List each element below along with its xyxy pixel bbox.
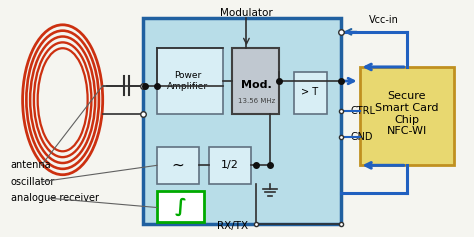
Text: Modulator: Modulator <box>220 9 273 18</box>
Text: 1/2: 1/2 <box>221 160 239 170</box>
Text: > T: > T <box>301 87 319 96</box>
FancyBboxPatch shape <box>359 67 454 165</box>
Text: analogue receiver: analogue receiver <box>11 193 99 203</box>
FancyBboxPatch shape <box>157 147 199 184</box>
FancyBboxPatch shape <box>293 72 327 114</box>
FancyBboxPatch shape <box>157 191 204 222</box>
Text: RX/TX: RX/TX <box>217 221 248 231</box>
Text: antenna: antenna <box>11 160 52 170</box>
Text: oscillator: oscillator <box>11 177 55 187</box>
FancyBboxPatch shape <box>143 18 341 224</box>
Text: ∫: ∫ <box>174 197 186 216</box>
Text: Mod.: Mod. <box>241 80 272 90</box>
FancyBboxPatch shape <box>209 147 251 184</box>
Text: Power
Amplifier: Power Amplifier <box>167 71 208 91</box>
Text: GND: GND <box>350 132 373 142</box>
Text: ~: ~ <box>172 158 184 173</box>
FancyBboxPatch shape <box>157 48 223 114</box>
Text: Secure
Smart Card
Chip
NFC-WI: Secure Smart Card Chip NFC-WI <box>375 91 438 136</box>
FancyBboxPatch shape <box>232 48 279 114</box>
Text: CTRL: CTRL <box>350 106 375 116</box>
Text: Vcc-in: Vcc-in <box>369 15 399 25</box>
Text: 13.56 MHz: 13.56 MHz <box>237 98 275 104</box>
